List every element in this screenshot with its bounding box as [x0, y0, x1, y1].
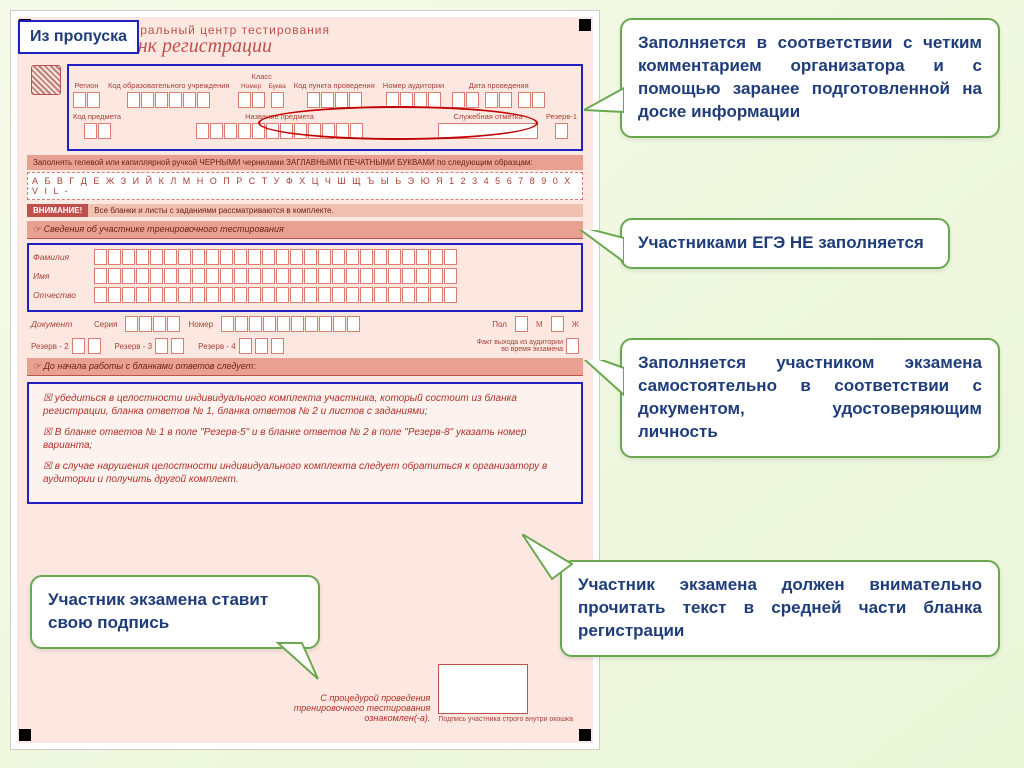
instructions-box: ☒ убедиться в целостности индивидуальног…	[27, 382, 583, 504]
sig-sub: Подпись участника строго внутри окошка	[438, 716, 573, 723]
callout-tail-icon	[574, 360, 624, 410]
label-class: Класс	[251, 72, 271, 81]
callout-organizer: Заполняется в соответствии с четким комм…	[620, 18, 1000, 138]
label-sex: Пол	[492, 320, 507, 329]
callout-tail-icon	[522, 534, 582, 594]
label-doc: Документ	[31, 319, 86, 329]
callout-participant: Заполняется участником экзамена самостоя…	[620, 338, 1000, 458]
callout-read-text: Участник экзамена должен внимательно про…	[578, 574, 982, 643]
participant-section-text: Сведения об участнике тренировочного тес…	[44, 224, 284, 234]
instr-1: ☒ убедиться в целостности индивидуальног…	[43, 392, 567, 418]
signature-box	[438, 664, 528, 714]
pass-tag-callout: Из пропуска	[18, 20, 139, 54]
pen-instruction: Заполнять гелевой или капиллярной ручкой…	[27, 155, 583, 170]
cells-name	[94, 268, 457, 284]
instr-2: ☒ В бланке ответов № 1 в поле "Резерв-5"…	[43, 426, 567, 452]
label-r2: Резерв - 2	[31, 342, 69, 351]
label-m: М	[536, 320, 543, 329]
label-region: Регион	[74, 81, 98, 90]
callout-tail-icon	[574, 230, 624, 280]
callout-tail-icon	[268, 641, 328, 681]
document-row: Документ Серия Номер Пол М Ж	[27, 314, 583, 334]
before-start-title: ☞ До начала работы с бланками ответов сл…	[27, 358, 583, 376]
label-subj-code: Код предмета	[73, 112, 121, 121]
label-r3: Резерв - 3	[115, 342, 153, 351]
label-surname: Фамилия	[33, 252, 88, 262]
callout-not-filled: Участниками ЕГЭ НЕ заполняется	[620, 218, 950, 269]
alphabet-sample: А Б В Г Д Е Ж З И Й К Л М Н О П Р С Т У …	[27, 172, 583, 200]
label-edu-code: Код образовательного учреждения	[108, 81, 230, 90]
label-date: Дата проведения	[469, 81, 529, 90]
corner-mark	[19, 729, 31, 741]
label-service: Служебная отметка	[453, 112, 522, 121]
reserve-row: Резерв - 2 Резерв - 3 Резерв - 4 Факт вы…	[27, 336, 583, 356]
label-point: Код пункта проведения	[294, 81, 375, 90]
callout-organizer-text: Заполняется в соответствии с четким комм…	[638, 32, 982, 124]
label-number: Номер	[188, 320, 213, 329]
attention-label: ВНИМАНИЕ!	[27, 204, 88, 217]
callout-signature-text: Участник экзамена ставит свою подпись	[48, 589, 302, 635]
signature-area: С процедурой проведения тренировочного т…	[293, 664, 573, 723]
participant-section-title: ☞ Сведения об участнике тренировочного т…	[27, 221, 583, 239]
form-title: Бланк регистрации	[107, 35, 583, 58]
callout-signature: Участник экзамена ставит свою подпись	[30, 575, 320, 649]
cells-patronymic	[94, 287, 457, 303]
corner-mark	[579, 729, 591, 741]
attention-text: Все бланки и листы с заданиями рассматри…	[88, 204, 583, 217]
cells-surname	[94, 249, 457, 265]
label-subj-name: Название предмета	[245, 112, 314, 121]
label-reserve1: Резерв-1	[546, 112, 577, 121]
label-name: Имя	[33, 271, 88, 281]
label-f: Ж	[572, 320, 579, 329]
label-patronymic: Отчество	[33, 290, 88, 300]
callout-read: Участник экзамена должен внимательно про…	[560, 560, 1000, 657]
label-r4: Резерв - 4	[198, 342, 236, 351]
before-start-text: До начала работы с бланками ответов след…	[44, 361, 256, 371]
label-exit: Факт выхода из аудитории во время экзаме…	[473, 339, 563, 353]
callout-tail-icon	[584, 80, 624, 120]
label-class-let: Буква	[269, 83, 286, 90]
label-class-num: Номер	[241, 83, 261, 90]
label-aud: Номер аудитории	[383, 81, 444, 90]
sig-text: С процедурой проведения тренировочного т…	[293, 693, 430, 723]
name-fields: Фамилия Имя Отчество	[27, 243, 583, 312]
callout-participant-text: Заполняется участником экзамена самостоя…	[638, 352, 982, 444]
qr-marker	[31, 65, 61, 95]
corner-mark	[579, 19, 591, 31]
label-series: Серия	[94, 320, 117, 329]
callout-not-filled-text: Участниками ЕГЭ НЕ заполняется	[638, 232, 932, 255]
instr-3: ☒ в случае нарушения целостности индивид…	[43, 460, 567, 486]
top-fields-section: Регион Код образовательного учреждения К…	[67, 64, 583, 151]
